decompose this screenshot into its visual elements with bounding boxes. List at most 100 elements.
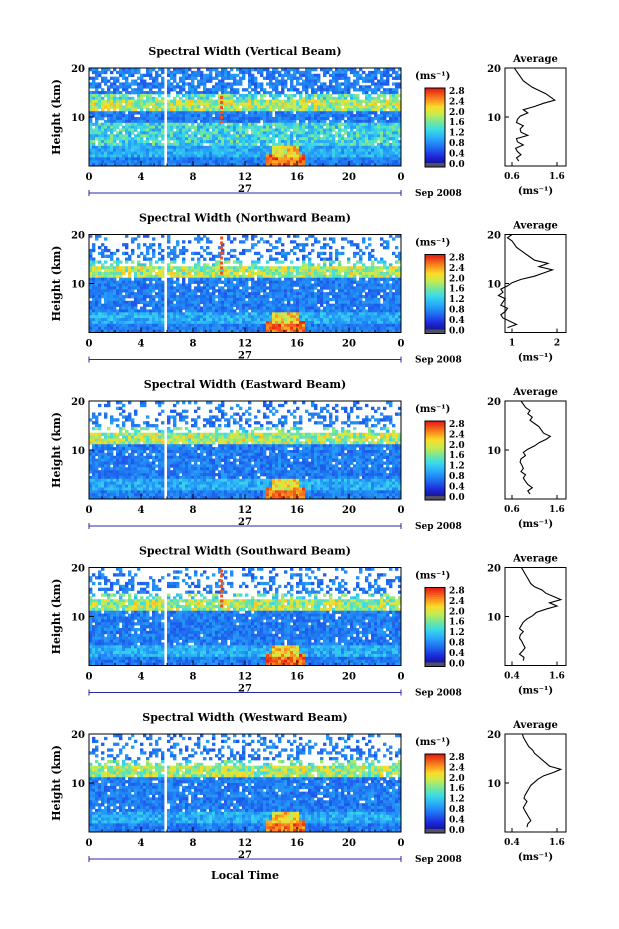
heatmap-cell bbox=[278, 125, 282, 129]
heatmap-cell bbox=[287, 96, 291, 101]
heatmap-cell bbox=[353, 289, 357, 293]
heatmap-cell bbox=[368, 237, 372, 241]
heatmap-cell bbox=[116, 283, 120, 287]
heatmap-cell bbox=[284, 128, 288, 132]
heatmap-cell bbox=[161, 280, 165, 284]
heatmap-cell bbox=[242, 108, 246, 112]
heatmap-cell bbox=[329, 93, 333, 98]
heatmap-cell bbox=[185, 148, 189, 152]
heatmap-cell bbox=[368, 76, 372, 80]
heatmap-cell bbox=[266, 306, 270, 310]
heatmap-cell bbox=[182, 280, 186, 284]
heatmap-cell bbox=[347, 280, 351, 284]
heatmap-cell bbox=[296, 114, 300, 118]
heatmap-cell bbox=[374, 68, 378, 72]
heatmap-cell bbox=[122, 280, 126, 284]
heatmap-cell bbox=[302, 114, 306, 118]
heatmap-cell bbox=[242, 76, 246, 80]
heatmap-cell bbox=[119, 137, 123, 141]
heatmap-cell bbox=[119, 140, 123, 144]
heatmap-cell bbox=[269, 266, 273, 270]
heatmap-cell bbox=[359, 157, 363, 161]
heatmap-cell bbox=[119, 131, 123, 135]
heatmap-cell bbox=[125, 280, 129, 284]
heatmap-cell bbox=[374, 85, 378, 89]
heatmap-cell bbox=[89, 76, 93, 80]
heatmap-cell bbox=[167, 266, 171, 270]
heatmap-cell bbox=[128, 266, 132, 270]
heatmap-cell bbox=[299, 269, 303, 273]
heatmap-cell bbox=[323, 277, 327, 282]
heatmap-cell bbox=[371, 70, 375, 75]
heatmap-cell bbox=[134, 274, 138, 279]
heatmap-cell bbox=[182, 260, 186, 264]
colorbar-segment bbox=[425, 136, 445, 140]
heatmap-cell bbox=[302, 306, 306, 310]
heatmap-cell bbox=[140, 300, 144, 305]
heatmap-cell bbox=[332, 76, 336, 80]
heatmap-cell bbox=[149, 73, 153, 78]
heatmap-cell bbox=[293, 125, 297, 129]
heatmap-cell bbox=[176, 128, 180, 132]
heatmap-cell bbox=[113, 274, 117, 279]
heatmap-cell bbox=[236, 131, 240, 135]
heatmap-cell bbox=[377, 266, 381, 270]
heatmap-cell bbox=[386, 246, 390, 250]
heatmap-cell bbox=[146, 134, 150, 138]
heatmap-cell bbox=[182, 271, 186, 276]
heatmap-cell bbox=[398, 266, 402, 270]
heatmap-cell bbox=[266, 68, 270, 72]
heatmap-cell bbox=[245, 128, 249, 132]
heatmap-cell bbox=[218, 128, 222, 132]
heatmap-cell bbox=[338, 260, 342, 264]
colorbar-segment bbox=[425, 116, 445, 119]
heatmap-cell bbox=[323, 108, 327, 112]
heatmap-cell bbox=[257, 274, 261, 279]
heatmap-cell bbox=[209, 280, 213, 284]
heatmap-cell bbox=[332, 85, 336, 89]
heatmap-cell bbox=[383, 240, 387, 244]
heatmap-cell bbox=[353, 300, 357, 305]
heatmap-cell bbox=[365, 122, 369, 127]
heatmap-cell bbox=[122, 303, 126, 307]
heatmap-cell bbox=[329, 163, 333, 167]
heatmap-cell bbox=[209, 266, 213, 270]
heatmap-cell bbox=[281, 154, 285, 158]
heatmap-cell bbox=[143, 163, 147, 167]
panel-title: Spectral Width (Northward Beam) bbox=[139, 212, 351, 225]
heatmap-cell bbox=[167, 68, 171, 72]
heatmap-cell bbox=[194, 131, 198, 135]
heatmap-cell bbox=[377, 122, 381, 127]
heatmap-cell bbox=[233, 154, 237, 158]
heatmap-cell bbox=[257, 257, 261, 261]
heatmap-cell bbox=[326, 292, 330, 296]
heatmap-cell bbox=[269, 93, 273, 98]
heatmap-cell bbox=[200, 125, 204, 129]
heatmap-cell bbox=[248, 105, 252, 109]
heatmap-cell bbox=[299, 91, 303, 95]
heatmap-cell bbox=[146, 151, 150, 155]
heatmap-cell bbox=[200, 91, 204, 95]
heatmap-cell bbox=[338, 300, 342, 305]
heatmap-cell bbox=[113, 251, 117, 256]
heatmap-cell bbox=[215, 277, 219, 282]
heatmap-cell bbox=[230, 108, 234, 112]
heatmap-cell bbox=[272, 131, 276, 135]
heatmap-cell bbox=[173, 96, 177, 101]
heatmap-cell bbox=[239, 111, 243, 115]
heatmap-cell bbox=[239, 151, 243, 155]
heatmap-cell bbox=[365, 73, 369, 78]
heatmap-cell bbox=[281, 145, 285, 150]
heatmap-cell bbox=[374, 154, 378, 158]
heatmap-cell bbox=[215, 88, 219, 92]
heatmap-cell bbox=[152, 151, 156, 155]
heatmap-cell bbox=[386, 102, 390, 106]
heatmap-cell bbox=[95, 93, 99, 98]
colorbar-tick-label: 0.4 bbox=[449, 149, 465, 159]
heatmap-cell bbox=[245, 292, 249, 296]
heatmap-cell bbox=[326, 134, 330, 138]
heatmap-cell bbox=[224, 266, 228, 270]
heatmap-cell bbox=[284, 303, 288, 307]
heatmap-cell bbox=[392, 88, 396, 92]
heatmap-cell bbox=[320, 91, 324, 95]
